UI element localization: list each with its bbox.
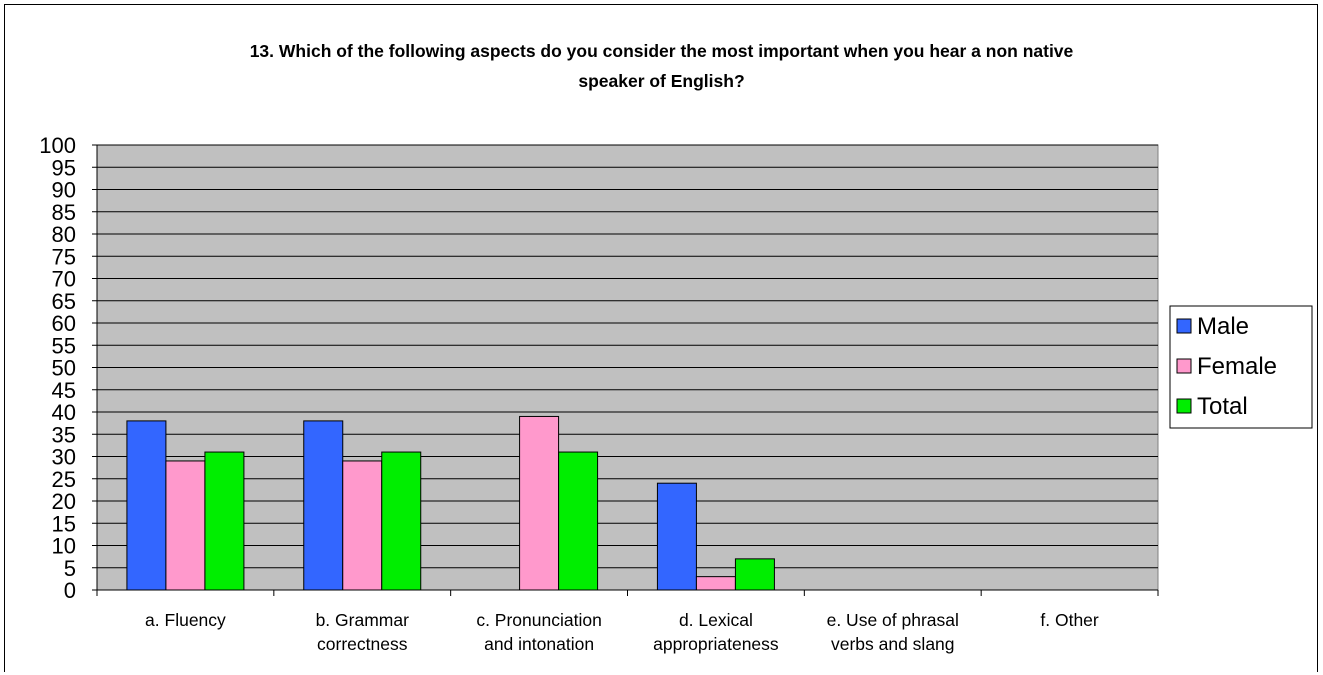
bar-male [656, 482, 697, 591]
y-tick-label: 100 [39, 133, 76, 158]
chart-title: 13. Which of the following aspects do yo… [249, 41, 1074, 91]
x-tick-label: b. Grammar [316, 610, 410, 630]
bar-total [381, 451, 422, 591]
legend-label-female: Female [1197, 353, 1277, 380]
bar-male [303, 420, 344, 591]
x-tick-label: e. Use of phrasal [827, 610, 959, 630]
y-tick-label: 75 [52, 244, 76, 269]
y-tick-label: 70 [52, 267, 76, 292]
y-tick-label: 35 [52, 422, 76, 447]
bar-female [695, 576, 736, 591]
y-tick-label: 50 [52, 356, 76, 381]
y-tick-label: 80 [52, 222, 76, 247]
legend-box [1169, 305, 1313, 429]
y-tick-label: 0 [64, 578, 76, 603]
y-tick-label: 95 [52, 155, 76, 180]
x-tick-label: appropriateness [653, 634, 779, 654]
legend-label-male: Male [1197, 313, 1249, 340]
bar-female [342, 460, 383, 591]
y-tick-label: 45 [52, 378, 76, 403]
x-tick-label: correctness [317, 634, 408, 654]
y-tick-label: 60 [52, 311, 76, 336]
x-tick-label: verbs and slang [831, 634, 955, 654]
y-tick-label: 5 [64, 556, 76, 581]
legend-label-total: Total [1197, 393, 1248, 420]
y-tick-label: 40 [52, 400, 76, 425]
y-tick-label: 10 [52, 534, 76, 559]
x-tick-label: f. Other [1040, 610, 1099, 630]
bars [126, 415, 775, 591]
legend-swatch-female [1176, 358, 1192, 374]
y-tick-label: 90 [52, 178, 76, 203]
y-tick-label: 65 [52, 289, 76, 314]
y-tick-label: 30 [52, 445, 76, 470]
legend-swatch-male [1176, 318, 1192, 334]
bar-female [165, 460, 206, 591]
bar-total [204, 451, 245, 591]
y-tick-label: 25 [52, 467, 76, 492]
bar-female [519, 415, 560, 591]
x-tick-label: and intonation [484, 634, 594, 654]
gridlines [97, 144, 1158, 569]
bar-total [734, 558, 775, 591]
x-tick-label: a. Fluency [145, 610, 226, 630]
x-tick-label: c. Pronunciation [476, 610, 602, 630]
y-tick-label: 15 [52, 511, 76, 536]
legend-swatch-total [1176, 398, 1192, 414]
bar-total [558, 451, 599, 591]
y-tick-label: 20 [52, 489, 76, 514]
axes: 0510152025303540455055606570758085909510… [39, 133, 1159, 654]
y-tick-label: 55 [52, 333, 76, 358]
x-tick-label: d. Lexical [679, 610, 753, 630]
legend: Male Female Total [1169, 305, 1313, 429]
bar-male [126, 420, 167, 591]
y-tick-label: 85 [52, 200, 76, 225]
